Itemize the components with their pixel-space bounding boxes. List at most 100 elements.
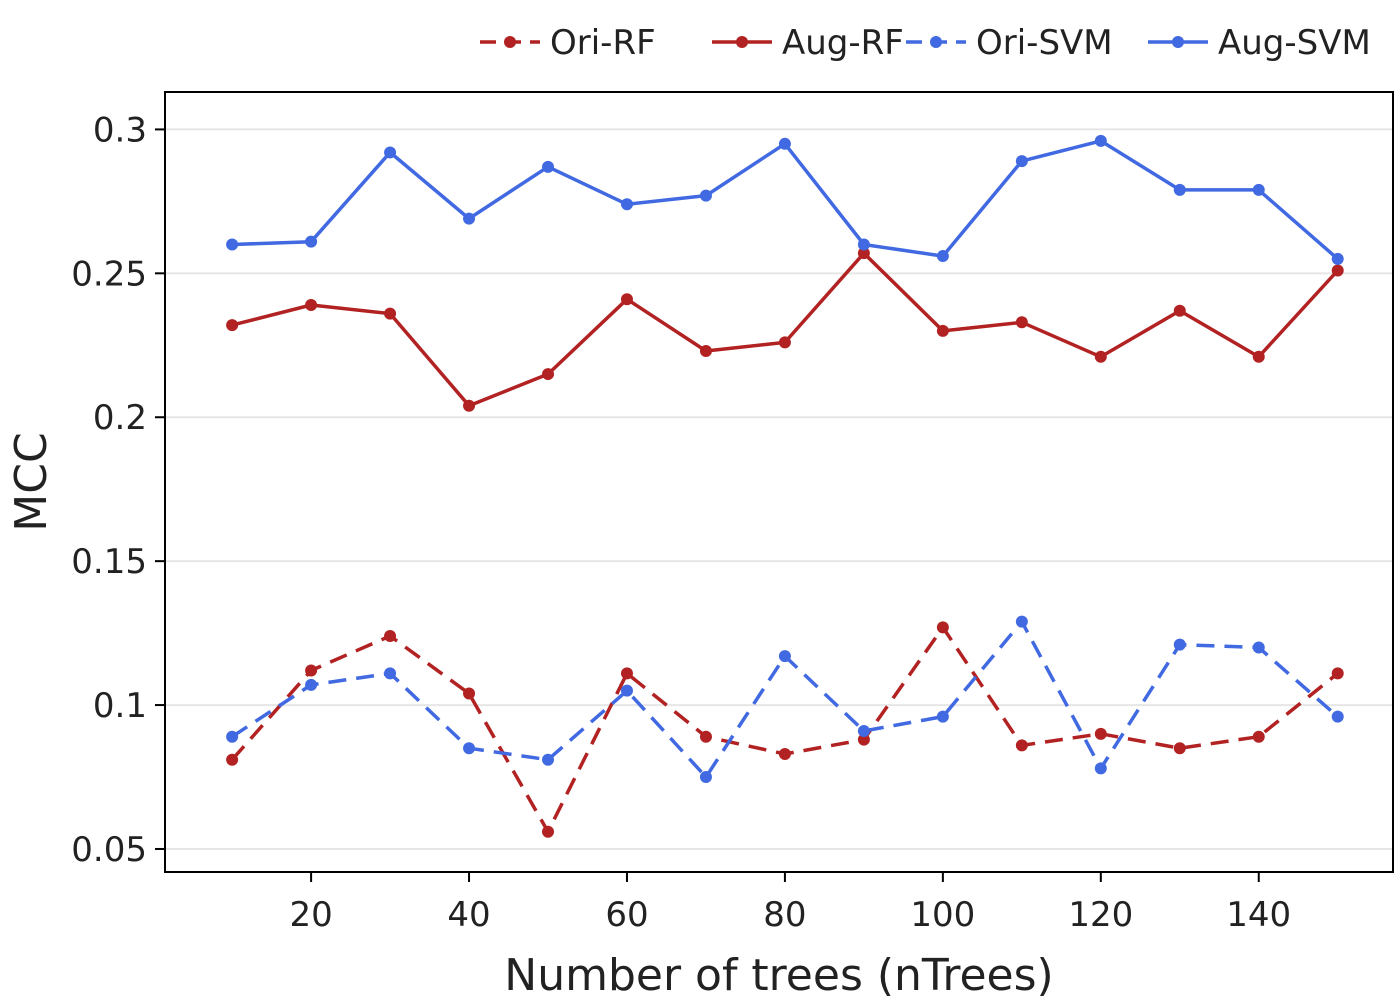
data-point-aug-rf (620, 293, 633, 306)
data-point-aug-svm (1173, 183, 1186, 196)
data-point-ori-svm (305, 678, 318, 691)
y-tick-label: 0.05 (71, 830, 147, 870)
data-point-ori-svm (1015, 615, 1028, 628)
y-tick-label: 0.2 (93, 398, 147, 438)
data-point-aug-rf (463, 399, 476, 412)
legend-item-ori-rf: Ori-RF (480, 23, 656, 63)
data-point-ori-svm (778, 650, 791, 663)
series-line-aug-svm (232, 139, 1339, 261)
data-point-ori-rf (1252, 730, 1265, 743)
data-point-ori-svm (1331, 710, 1344, 723)
data-point-ori-rf (857, 733, 870, 746)
x-axis-ticks: 20 40 60 80 100 120 140 (289, 872, 1291, 935)
data-point-aug-svm (857, 238, 870, 251)
data-point-ori-svm (936, 710, 949, 723)
data-point-ori-svm (542, 753, 555, 766)
x-axis-title: Number of trees (nTrees) (504, 950, 1053, 1000)
legend-marker-aug-svm (1172, 36, 1184, 48)
legend-marker-aug-rf (736, 36, 748, 48)
data-point-ori-rf (936, 621, 949, 634)
data-point-aug-rf (1252, 350, 1265, 363)
legend-label-aug-svm: Aug-SVM (1218, 23, 1371, 63)
y-tick-label: 0.3 (93, 110, 147, 150)
series-line-aug-rf (231, 251, 1339, 408)
x-tick-label: 20 (289, 895, 332, 935)
series-ori-svm (226, 615, 1344, 784)
data-point-aug-rf (936, 324, 949, 337)
x-tick-label: 60 (605, 895, 648, 935)
data-point-ori-svm (1173, 638, 1186, 651)
data-point-ori-rf (1094, 727, 1107, 740)
series-aug-svm (226, 134, 1344, 265)
data-point-aug-rf (384, 307, 397, 320)
data-point-aug-svm (542, 160, 555, 173)
data-point-aug-svm (1252, 183, 1265, 196)
legend-marker-ori-svm (930, 36, 942, 48)
data-point-aug-rf (305, 298, 318, 311)
legend-item-aug-svm: Aug-SVM (1148, 23, 1371, 63)
data-point-aug-svm (936, 250, 949, 263)
data-point-ori-svm (1252, 641, 1265, 654)
x-tick-label: 120 (1068, 895, 1133, 935)
data-point-ori-svm (620, 684, 633, 697)
x-tick-label: 140 (1226, 895, 1291, 935)
data-point-aug-svm (1015, 155, 1028, 168)
data-point-ori-svm (1094, 762, 1107, 775)
data-point-ori-rf (1331, 667, 1344, 680)
data-point-ori-rf (778, 747, 791, 760)
grid-lines (165, 128, 1393, 850)
data-point-aug-svm (1094, 134, 1107, 147)
data-point-aug-rf (1015, 316, 1028, 329)
data-point-aug-svm (463, 212, 476, 225)
data-point-ori-svm (384, 667, 397, 680)
data-point-ori-rf (699, 730, 712, 743)
legend-item-ori-svm: Ori-SVM (906, 23, 1113, 63)
data-point-aug-rf (857, 247, 870, 260)
data-point-aug-svm (305, 235, 318, 248)
data-point-ori-rf (226, 753, 239, 766)
y-tick-label: 0.15 (71, 542, 147, 582)
data-point-aug-rf (1094, 350, 1107, 363)
data-point-ori-rf (305, 664, 318, 677)
data-point-aug-svm (778, 137, 791, 150)
data-point-ori-rf (1173, 742, 1186, 755)
data-point-ori-rf (1015, 739, 1028, 752)
data-point-aug-svm (699, 189, 712, 202)
legend-label-aug-rf: Aug-RF (782, 23, 904, 63)
data-point-ori-rf (463, 687, 476, 700)
legend-item-aug-rf: Aug-RF (712, 23, 904, 63)
legend-marker-ori-rf (504, 36, 516, 48)
data-point-aug-svm (620, 198, 633, 211)
series-aug-rf (226, 247, 1344, 412)
x-tick-label: 80 (763, 895, 806, 935)
data-point-aug-rf (1331, 264, 1344, 277)
data-point-ori-rf (620, 667, 633, 680)
legend-label-ori-svm: Ori-SVM (976, 23, 1113, 63)
x-tick-label: 100 (910, 895, 975, 935)
data-point-ori-svm (226, 730, 239, 743)
legend-label-ori-rf: Ori-RF (550, 23, 656, 63)
y-axis-title: MCC (6, 432, 57, 531)
y-axis-ticks: 0.05 0.1 0.15 0.2 0.25 0.3 (71, 110, 165, 870)
y-tick-label: 0.25 (71, 254, 147, 294)
series-group (226, 134, 1344, 838)
x-tick-label: 40 (447, 895, 490, 935)
data-point-aug-rf (226, 319, 239, 332)
data-point-ori-rf (542, 825, 555, 838)
data-point-ori-svm (857, 724, 870, 737)
data-point-aug-rf (778, 336, 791, 349)
data-point-ori-svm (463, 742, 476, 755)
data-point-aug-rf (699, 345, 712, 358)
y-tick-label: 0.1 (93, 686, 147, 726)
data-point-aug-svm (1331, 252, 1344, 265)
data-point-aug-svm (384, 146, 397, 159)
data-point-ori-svm (699, 771, 712, 784)
legend: Ori-RF Aug-RF Ori-SVM Aug-SVM (480, 23, 1371, 63)
plot-area-frame (164, 91, 1394, 873)
data-point-aug-svm (226, 238, 239, 251)
data-point-ori-rf (384, 629, 397, 642)
data-point-aug-rf (1173, 304, 1186, 317)
series-ori-rf (226, 621, 1344, 838)
data-point-aug-rf (542, 368, 555, 381)
